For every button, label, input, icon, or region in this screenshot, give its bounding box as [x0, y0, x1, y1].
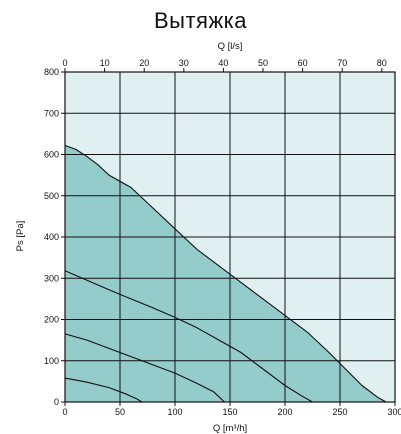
operating-area [65, 145, 387, 402]
x-tick-label-top: 60 [298, 58, 308, 68]
performance-curve-3 [64, 333, 225, 403]
x-tick-label-bottom: 150 [222, 407, 237, 417]
chart-title: Вытяжка [153, 8, 248, 33]
x-tick-label-bottom: 100 [167, 407, 182, 417]
x-tick-label-bottom: 50 [115, 407, 125, 417]
x-tick-label-top: 10 [100, 58, 110, 68]
y-tick-label: 200 [44, 315, 59, 325]
y-tick-label: 500 [44, 191, 59, 201]
x-tick-label-bottom: 0 [62, 407, 67, 417]
x-tick-label-top: 20 [139, 58, 149, 68]
x-tick-label-top: 40 [218, 58, 228, 68]
performance-curve-2 [64, 270, 313, 403]
performance-curve-1 [64, 144, 387, 403]
y-axis-label: Ps [Pa] [15, 221, 26, 252]
x-axis-label-top: Q [l/s] [218, 41, 243, 52]
y-tick-label: 400 [44, 232, 59, 242]
x-tick-label-top: 0 [62, 58, 67, 68]
x-tick-label-bottom: 300 [387, 407, 401, 417]
performance-curve-4 [64, 377, 143, 403]
y-tick-label: 700 [44, 108, 59, 118]
y-tick-label: 0 [54, 397, 59, 407]
x-tick-label-top: 80 [377, 58, 387, 68]
x-tick-label-bottom: 200 [277, 407, 292, 417]
x-tick-label-top: 30 [179, 58, 189, 68]
y-tick-label: 100 [44, 356, 59, 366]
y-tick-label: 300 [44, 273, 59, 283]
x-axis-label-bottom: Q [m³/h] [213, 423, 247, 434]
x-tick-label-top: 70 [337, 58, 347, 68]
y-tick-label: 800 [44, 67, 59, 77]
curve-layer [64, 144, 387, 403]
x-tick-label-top: 50 [258, 58, 268, 68]
y-tick-label: 600 [44, 150, 59, 160]
x-tick-label-bottom: 250 [332, 407, 347, 417]
